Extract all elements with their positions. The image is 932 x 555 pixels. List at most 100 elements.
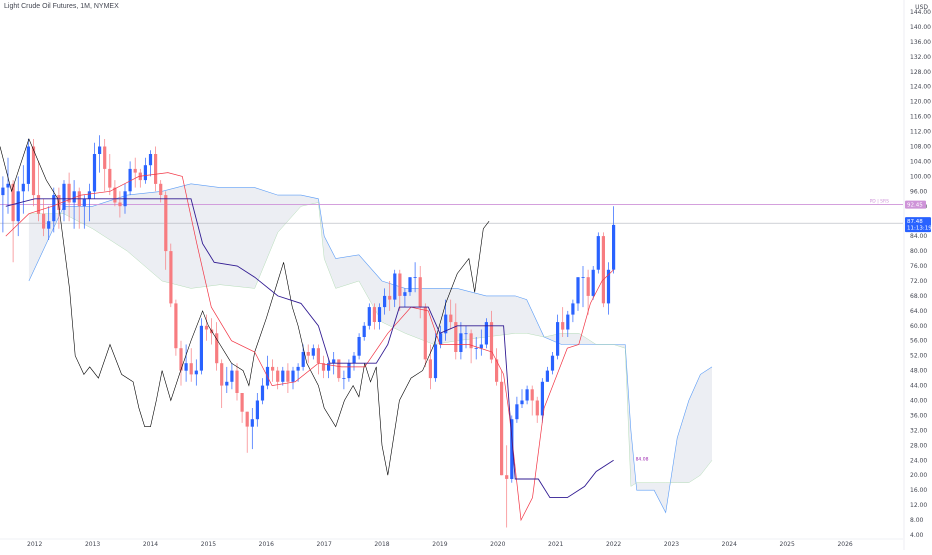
candle-body <box>454 322 458 352</box>
candle-body <box>164 195 168 252</box>
candle-body <box>347 363 351 379</box>
candle-body <box>413 277 417 278</box>
candle-body <box>495 359 499 382</box>
x-tick-label: 2013 <box>85 541 100 548</box>
y-tick-label: 64.00 <box>910 308 927 315</box>
candle-body <box>82 198 86 207</box>
candle-body <box>561 322 565 330</box>
candle-body <box>316 348 320 364</box>
y-tick-label: 40.00 <box>910 398 927 405</box>
y-tick-label: 32.00 <box>910 427 927 434</box>
candle-body <box>459 333 463 352</box>
candle-body <box>571 303 575 315</box>
candle-body <box>403 292 407 296</box>
candle-body <box>128 168 132 192</box>
level-tag: PD | SRS <box>870 199 890 205</box>
x-tick-label: 2012 <box>27 541 42 548</box>
candle-body <box>1 187 5 196</box>
candle-body <box>220 363 224 386</box>
x-tick-label: 2014 <box>143 541 158 548</box>
candle-body <box>601 236 605 304</box>
candle-body <box>62 183 66 210</box>
candle-body <box>148 154 153 166</box>
y-tick-label: 128.00 <box>910 69 931 76</box>
y-tick-label: 96.00 <box>910 188 927 195</box>
candle-body <box>174 303 178 349</box>
time-axis[interactable]: 2012 2013 2014 2015 2016 2017 2018 2019 2020 2021… <box>0 538 903 548</box>
candle-body <box>31 146 36 196</box>
y-tick-label: 108.00 <box>910 144 931 151</box>
candles <box>1 135 616 528</box>
candle-body <box>581 277 585 278</box>
candle-body <box>52 195 56 222</box>
candle-body <box>133 168 137 173</box>
candle-body <box>484 322 488 345</box>
candle-body <box>464 333 468 335</box>
candle-body <box>215 333 219 364</box>
candle-body <box>108 168 112 188</box>
candle-body <box>449 314 453 323</box>
cloud-fill <box>28 183 712 513</box>
x-tick-label: 2024 <box>722 541 737 548</box>
y-tick-label: 76.00 <box>910 263 927 270</box>
candle-body <box>372 307 376 322</box>
y-tick-label: 52.00 <box>910 353 927 360</box>
horizontal-levels: PD | SRS <box>0 199 903 224</box>
candle-body <box>383 295 387 308</box>
y-tick-label: 100.00 <box>910 173 931 180</box>
y-tick-label: 140.00 <box>910 24 931 31</box>
level-badge <box>905 200 926 209</box>
candle-body <box>566 314 570 330</box>
candle-body <box>474 348 478 349</box>
candle-body <box>92 154 97 192</box>
x-tick-label: 2016 <box>259 541 274 548</box>
candle-body <box>113 187 117 203</box>
candle-body <box>367 307 371 326</box>
x-tick-label: 2021 <box>548 541 563 548</box>
x-tick-label: 2015 <box>201 541 216 548</box>
x-tick-label: 2022 <box>606 541 621 548</box>
candle-body <box>225 381 229 386</box>
x-tick-label: 2026 <box>837 541 852 548</box>
candle-body <box>393 273 397 300</box>
candle-body <box>591 269 595 296</box>
y-tick-label: 144.00 <box>910 9 931 16</box>
candle-body <box>342 378 346 379</box>
candle-body <box>194 370 198 375</box>
candle-body <box>306 352 310 356</box>
candle-body <box>169 251 173 304</box>
candle-body <box>245 411 249 427</box>
candle-body <box>576 277 580 304</box>
candle-body <box>505 475 509 479</box>
candle-body <box>255 400 259 420</box>
tenkan-line <box>5 172 614 522</box>
candle-body <box>428 359 432 379</box>
price-axis[interactable]: USD 4.00 8.00 12.00 16.00 20.00 24.00 28.00 32.0… <box>903 0 931 550</box>
candle-body <box>311 348 315 356</box>
candle-body <box>286 370 290 382</box>
candle-body <box>439 333 443 345</box>
cloud-span-a <box>28 183 713 514</box>
candle-body <box>103 146 107 169</box>
y-tick-label: 56.00 <box>910 338 927 345</box>
candle-body <box>184 363 188 371</box>
y-tick-label: 68.00 <box>910 293 927 300</box>
candle-body <box>230 370 234 382</box>
candle-body <box>36 195 41 214</box>
candle-body <box>418 277 422 308</box>
y-tick-label: 20.00 <box>910 472 927 479</box>
candle-body <box>606 269 611 304</box>
y-tick-label: 48.00 <box>910 368 927 375</box>
candle-body <box>67 183 71 203</box>
candle-body <box>510 419 514 479</box>
candle-body <box>271 366 275 371</box>
candle-body <box>337 359 341 379</box>
candle-body <box>72 191 76 203</box>
candle-body <box>515 404 519 420</box>
candle-body <box>260 385 265 401</box>
x-tick-label: 2020 <box>490 541 505 548</box>
candle-body <box>520 400 524 405</box>
y-tick-label: 116.00 <box>910 114 931 121</box>
candle-body <box>545 370 549 382</box>
